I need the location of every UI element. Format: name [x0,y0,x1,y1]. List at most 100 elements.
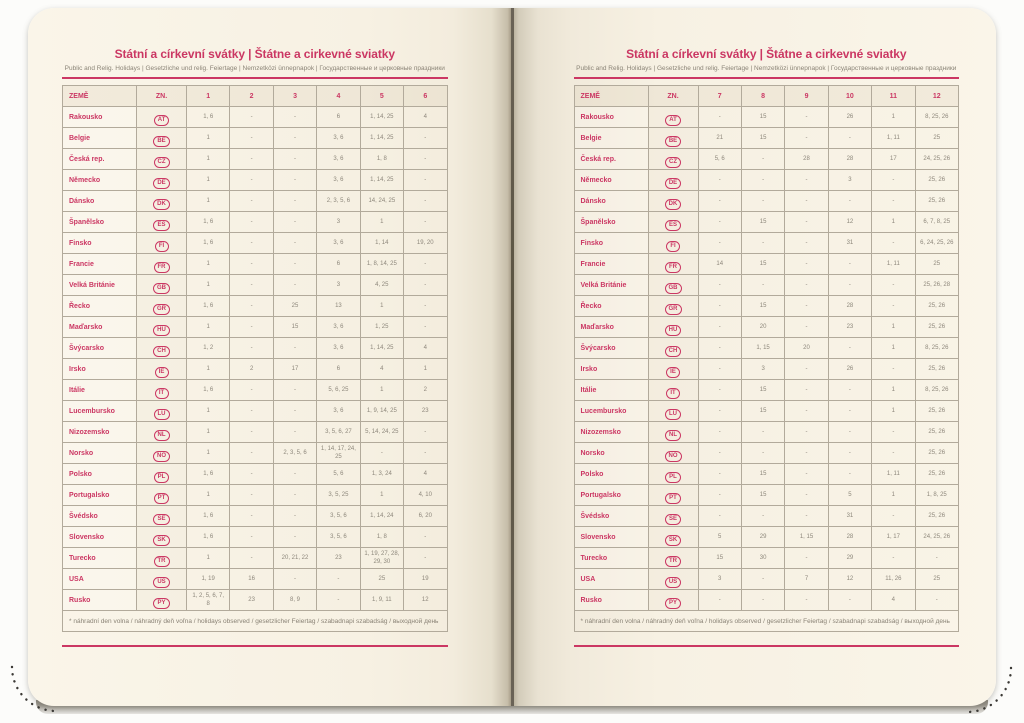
country-name: Norsko [62,442,137,464]
holiday-days-cell: - [871,442,916,464]
holiday-days-cell: 1, 14, 25 [359,169,405,191]
country-code-badge: CZ [665,157,681,168]
holiday-days-cell: - [784,169,829,191]
holiday-days-cell: 3 [316,274,361,296]
header-code: ZN. [647,85,699,107]
holiday-days-cell: - [403,169,448,191]
open-diary-spread: Státní a církevní svátky | Štátne a cirk… [28,8,996,706]
holiday-days-cell: - [403,316,448,338]
table-row: Itálie IT 1, 6- -5, 6, 25 1 2 [62,379,448,401]
holiday-days-cell: - [229,211,274,233]
holiday-days-cell: 15 [740,211,786,233]
holiday-days-cell: - [914,589,960,611]
holiday-days-cell: - [784,190,829,212]
holiday-days-cell: 25, 26 [914,169,960,191]
holiday-days-cell: 1, 6 [185,232,231,254]
country-code-cell: US [647,568,699,590]
holiday-days-cell: 1 [359,379,405,401]
holiday-days-cell: 1 [185,442,231,464]
country-code-badge: PY [153,598,170,609]
table-row: Rusko PY 1, 2, 5, 6, 7, 8 23 8, 9-1, 9, 11 12 [62,589,448,611]
holiday-days-cell: 25 [272,295,318,317]
header-month-2: 2 [229,85,274,107]
holiday-days-cell: - [697,421,742,443]
table-row: Španělsko ES -15-12 1 6, 7, 8, 25 [573,211,960,233]
holiday-days-cell: 6, 7, 8, 25 [914,211,960,233]
country-code-badge: GR [664,304,682,315]
holiday-days-cell: - [403,274,448,296]
holiday-days-cell: 14, 24, 25 [359,190,405,212]
holiday-days-cell: 24, 25, 26 [914,526,960,548]
country-code-badge: NL [153,430,170,441]
holiday-days-cell: 1, 11 [871,127,916,149]
country-code-cell: LU [647,400,699,422]
country-code-badge: GB [153,283,170,294]
holiday-days-cell: 6, 24, 25, 26 [914,232,960,254]
bottom-rule [62,645,448,647]
holiday-days-cell: - [697,211,742,233]
holiday-days-cell: 8, 25, 26 [914,337,960,359]
table-foot: * náhradní den volna / náhradný deň voľn… [573,610,959,632]
bottom-rule [573,645,959,647]
holiday-days-cell: - [871,190,916,212]
holiday-days-cell: 1 [403,358,448,380]
holiday-days-cell: 1 [871,316,916,338]
header-month-5: 5 [359,85,405,107]
country-code-cell: GB [136,274,187,296]
holiday-days-cell: 1 [359,211,405,233]
holiday-days-cell: - [740,589,786,611]
country-code-badge: IT [154,388,169,399]
holiday-days-cell: 5 [697,526,742,548]
holiday-days-cell: 23 [827,316,873,338]
table-row: Turecko TR 1-20, 21, 22 23 1, 19, 27, 28, 29… [62,547,448,569]
holiday-days-cell: - [403,526,448,548]
holiday-days-cell: 4 [403,463,448,485]
title-underline [62,77,448,79]
holiday-days-cell: 1, 6 [185,106,231,128]
country-code-cell: NO [136,442,187,464]
holiday-days-cell: 25, 26, 28 [914,274,960,296]
holiday-days-cell: 1, 14, 25 [359,127,405,149]
country-code-badge: DE [664,178,682,189]
table-row: Norsko NO 1-2, 3, 5, 6 1, 14, 17, 24, 25- - [62,442,448,464]
country-code-badge: PL [665,472,681,483]
holiday-days-cell: 2 [229,358,274,380]
holiday-days-cell: - [272,148,318,170]
holiday-days-cell: 6 [316,358,361,380]
country-code-badge: NL [665,430,681,441]
table-row: Česká rep. CZ 5, 6-28 28 17 24, 25, 26 [573,148,960,170]
country-code-badge: FI [666,241,680,252]
holiday-days-cell: - [827,442,873,464]
country-code-cell: DE [647,169,699,191]
table-row: Lucembursko LU -15- -1 25, 26 [573,400,960,422]
holiday-days-cell: 1 [185,127,231,149]
country-name: Česká rep. [62,148,137,170]
header-month-3: 3 [272,85,318,107]
holiday-days-cell: - [229,484,274,506]
country-code-badge: PT [153,493,170,504]
holiday-days-cell: 15 [740,400,786,422]
holiday-days-cell: 1, 8, 25 [914,484,960,506]
footnote: * náhradní den volna / náhradný deň voľn… [573,610,959,632]
country-name: Dánsko [573,190,649,212]
holiday-days-cell: - [740,190,786,212]
holiday-days-cell: - [229,463,274,485]
country-name: Řecko [62,295,137,317]
country-name: Belgie [62,127,137,149]
header-month-8: 8 [740,85,786,107]
holiday-days-cell: 1, 8, 14, 25 [359,253,405,275]
holiday-days-cell: 25 [914,568,960,590]
holiday-days-cell: - [697,400,742,422]
holiday-days-cell: 16 [229,568,274,590]
header-month-7: 7 [697,85,742,107]
holiday-days-cell: 25, 26 [914,505,960,527]
holiday-days-cell: - [229,337,274,359]
country-code-badge: CZ [153,157,170,168]
table-row: Švýcarsko CH -1, 15 20-1 8, 25, 26 [573,337,960,359]
country-code-cell: SE [136,505,187,527]
holiday-days-cell: - [697,463,742,485]
holiday-days-cell: 1 [185,484,231,506]
holiday-days-cell: 5, 6, 25 [316,379,361,401]
holiday-days-cell: - [784,253,829,275]
table-row: Lucembursko LU 1- -3, 6 1, 9, 14, 25 23 [62,400,448,422]
